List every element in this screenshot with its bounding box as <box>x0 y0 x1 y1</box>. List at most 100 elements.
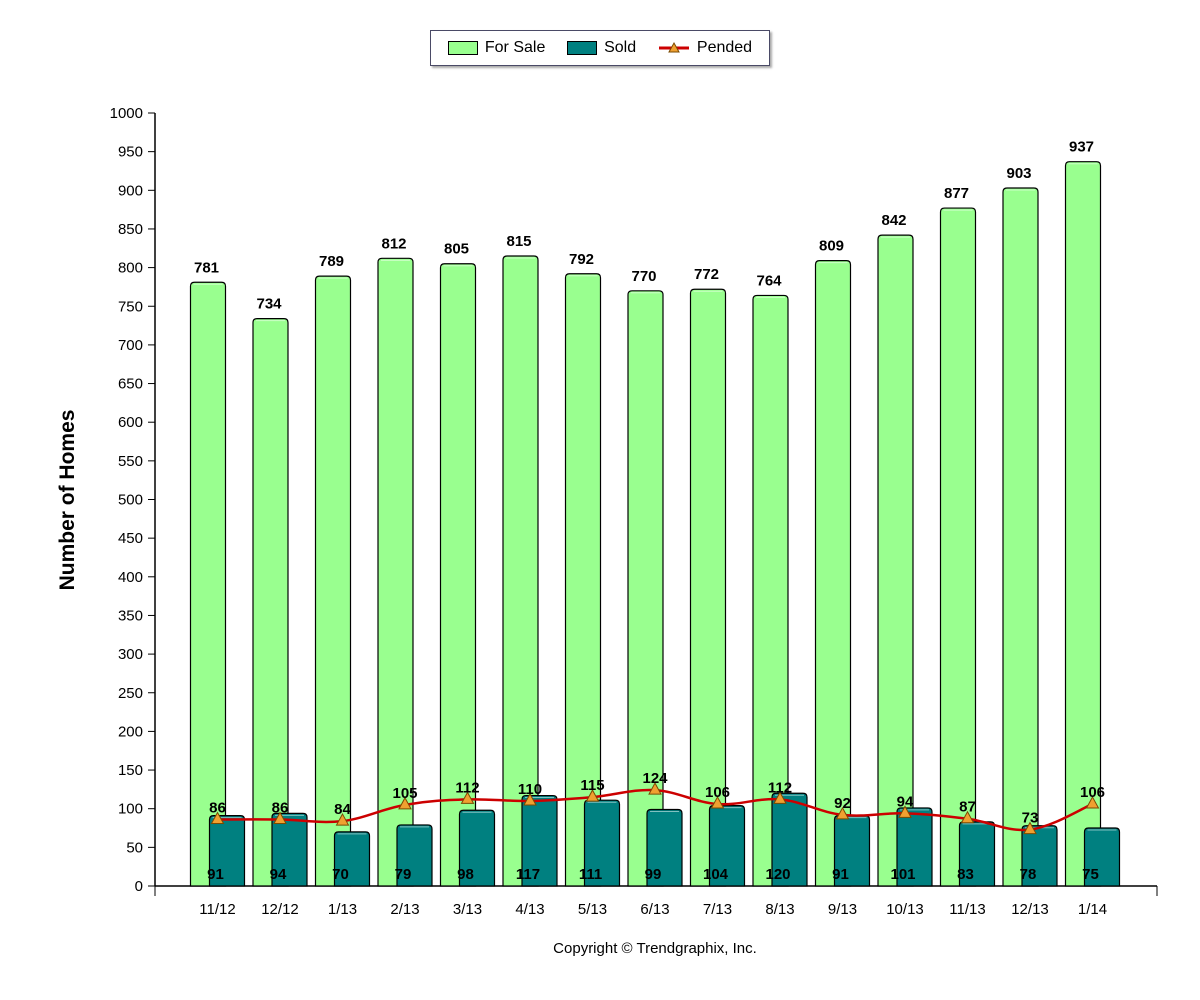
x-tick-label: 11/13 <box>949 901 985 918</box>
marker-pended <box>773 791 787 804</box>
legend-item-for-sale: For Sale <box>447 39 546 57</box>
data-label-for-sale: 937 <box>1069 139 1094 156</box>
data-label-for-sale: 772 <box>694 266 719 283</box>
legend-label-pended: Pended <box>696 39 753 56</box>
x-tick-label: 3/13 <box>453 901 482 918</box>
bar-for-sale <box>752 294 789 887</box>
data-label-pended: 106 <box>1080 784 1105 801</box>
y-tick-label: 450 <box>118 530 143 547</box>
data-label-for-sale: 770 <box>631 268 656 285</box>
legend-swatch-pended <box>658 41 689 53</box>
y-tick-label: 350 <box>118 607 143 624</box>
data-label-pended: 115 <box>580 777 604 794</box>
bar-for-sale <box>314 275 352 887</box>
marker-pended <box>585 789 600 802</box>
data-label-pended: 124 <box>642 770 668 787</box>
y-tick-label: 900 <box>118 182 143 199</box>
data-label-pended: 105 <box>392 785 417 802</box>
y-tick-label: 700 <box>118 337 143 354</box>
y-tick-label: 200 <box>118 723 143 740</box>
data-label-sold: 75 <box>1082 866 1099 883</box>
legend-item-pended: Pended <box>658 39 752 57</box>
data-label-sold: 111 <box>579 866 602 883</box>
data-label-sold: 117 <box>516 866 540 883</box>
data-label-for-sale: 809 <box>819 238 844 255</box>
marker-pended <box>960 810 975 824</box>
data-label-sold: 78 <box>1020 866 1037 883</box>
y-tick-label: 300 <box>118 646 143 663</box>
data-label-pended: 112 <box>768 779 792 796</box>
data-label-for-sale: 764 <box>756 272 782 289</box>
data-label-for-sale: 789 <box>319 253 344 270</box>
x-tick-label: 1/13 <box>328 901 357 918</box>
legend-item-sold: Sold <box>567 39 636 57</box>
marker-pended <box>710 796 725 809</box>
data-label-sold: 91 <box>207 866 224 883</box>
marker-pended <box>898 805 912 818</box>
bar-for-sale <box>377 257 414 887</box>
data-label-pended: 73 <box>1022 810 1039 827</box>
y-tick-label: 1000 <box>110 105 143 122</box>
data-label-for-sale: 812 <box>381 235 406 252</box>
bar-for-sale <box>814 260 852 887</box>
x-tick-label: 10/13 <box>886 901 924 918</box>
bar-for-sale <box>502 255 539 887</box>
data-label-for-sale: 781 <box>194 259 219 276</box>
x-tick-label: 7/13 <box>703 901 732 918</box>
y-tick-label: 500 <box>118 492 143 509</box>
data-label-sold: 101 <box>890 866 915 883</box>
bar-sold <box>333 831 371 887</box>
bar-for-sale <box>877 234 914 887</box>
bar-for-sale <box>252 318 289 887</box>
data-label-sold: 99 <box>645 866 662 883</box>
y-tick-label: 950 <box>118 144 143 161</box>
legend-label-sold: Sold <box>604 39 637 56</box>
data-label-pended: 84 <box>334 801 351 818</box>
bar-sold <box>458 809 496 887</box>
legend-swatch-for-sale <box>447 41 478 55</box>
x-tick-label: 6/13 <box>640 901 669 918</box>
legend-label-for-sale: For Sale <box>484 39 546 56</box>
bar-sold <box>1021 825 1058 887</box>
data-label-sold: 83 <box>957 866 974 883</box>
bar-sold <box>1083 827 1121 887</box>
data-label-sold: 98 <box>457 866 474 883</box>
x-tick-label: 2/13 <box>390 901 419 918</box>
marker-pended <box>648 782 662 795</box>
data-label-for-sale: 792 <box>569 251 594 268</box>
y-tick-label: 550 <box>118 453 143 470</box>
bar-for-sale <box>1002 187 1039 887</box>
bar-sold <box>646 808 683 887</box>
data-label-for-sale: 842 <box>881 212 906 229</box>
bar-for-sale <box>939 207 977 887</box>
bar-for-sale <box>439 263 477 887</box>
x-tick-label: 1/14 <box>1078 901 1107 918</box>
bar-sold <box>708 805 746 887</box>
copyright: Copyright © Trendgraphix, Inc. <box>553 940 757 957</box>
y-tick-label: 100 <box>118 801 143 818</box>
x-tick-label: 12/12 <box>261 901 299 918</box>
legend-swatch-sold <box>567 41 598 55</box>
marker-pended <box>1085 796 1100 809</box>
y-tick-label: 400 <box>118 569 143 586</box>
data-label-sold: 104 <box>703 866 729 883</box>
bar-for-sale <box>689 288 727 887</box>
data-label-pended: 92 <box>834 795 851 812</box>
x-tick-label: 11/12 <box>199 901 235 918</box>
data-label-pended: 112 <box>455 779 479 796</box>
bar-sold <box>583 799 621 887</box>
data-label-pended: 86 <box>209 800 226 817</box>
data-label-pended: 106 <box>705 784 730 801</box>
marker-pended <box>523 792 537 806</box>
x-tick-label: 9/13 <box>828 901 857 918</box>
marker-pended <box>210 811 225 825</box>
x-tick-label: 8/13 <box>765 901 794 918</box>
bar-sold <box>771 792 808 887</box>
y-tick-label: 650 <box>118 376 143 393</box>
y-tick-label: 250 <box>118 685 143 702</box>
y-tick-label: 750 <box>118 298 143 315</box>
y-tick-label: 50 <box>126 839 143 856</box>
y-tick-label: 850 <box>118 221 143 238</box>
marker-pended <box>273 811 287 825</box>
